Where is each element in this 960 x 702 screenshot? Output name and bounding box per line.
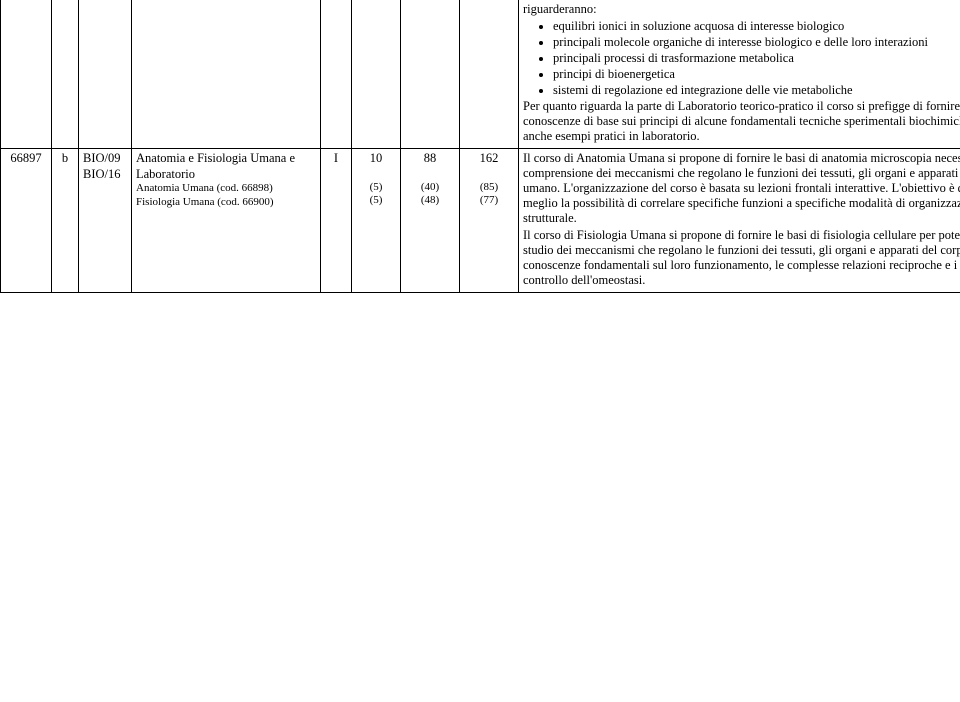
desc-paragraph: Il corso di Anatomia Umana si propone di…	[523, 151, 960, 226]
cfu-main: 10	[356, 151, 396, 167]
cell-code	[1, 0, 52, 149]
cell-type	[52, 0, 79, 149]
hours-sub: (85)	[464, 181, 514, 195]
cfu-sub: (5)	[356, 181, 396, 195]
bullet-item: equilibri ionici in soluzione acquosa di…	[553, 19, 960, 35]
hours-main: 162	[464, 151, 514, 167]
cell-title	[132, 0, 321, 149]
bullet-item: sistemi di regolazione ed integrazione d…	[553, 83, 960, 99]
desc-paragraph: Il corso di Fisiologia Umana si propone …	[523, 228, 960, 288]
bullet-item: principi di bioenergetica	[553, 67, 960, 83]
course-title-main: Anatomia e Fisiologia Umana e Laboratori…	[136, 151, 316, 182]
cell-code: 66897	[1, 149, 52, 293]
cell-year	[321, 0, 352, 149]
hours-main: 88	[405, 151, 455, 167]
sector-line: BIO/16	[83, 167, 127, 183]
cell-hours2: 162 (85) (77)	[460, 149, 519, 293]
bullet-item: principali processi di trasformazione me…	[553, 51, 960, 67]
sector-line: BIO/09	[83, 151, 127, 167]
cell-title: Anatomia e Fisiologia Umana e Laboratori…	[132, 149, 321, 293]
cell-cfu	[352, 0, 401, 149]
course-table: riguarderanno: equilibri ionici in soluz…	[0, 0, 960, 293]
cell-sector: BIO/09 BIO/16	[79, 149, 132, 293]
course-title-sub: Anatomia Umana (cod. 66898)	[136, 182, 316, 196]
desc-lead: riguarderanno:	[523, 2, 960, 17]
cell-hours1: 88 (40) (48)	[401, 149, 460, 293]
cell-description: Il corso di Anatomia Umana si propone di…	[519, 149, 960, 293]
hours-sub: (77)	[464, 194, 514, 208]
cell-description: riguarderanno: equilibri ionici in soluz…	[519, 0, 960, 149]
table-row: 66897 b BIO/09 BIO/16 Anatomia e Fisiolo…	[1, 149, 960, 293]
table-row: riguarderanno: equilibri ionici in soluz…	[1, 0, 960, 149]
hours-sub: (40)	[405, 181, 455, 195]
course-title-sub: Fisiologia Umana (cod. 66900)	[136, 196, 316, 210]
bullet-item: principali molecole organiche di interes…	[553, 35, 960, 51]
desc-after: Per quanto riguarda la parte di Laborato…	[523, 99, 960, 144]
desc-bullet-list: equilibri ionici in soluzione acquosa di…	[553, 19, 960, 99]
cell-year: I	[321, 149, 352, 293]
cell-type: b	[52, 149, 79, 293]
cell-sector	[79, 0, 132, 149]
cell-cfu: 10 (5) (5)	[352, 149, 401, 293]
cfu-sub: (5)	[356, 194, 396, 208]
cell-hours2	[460, 0, 519, 149]
cell-hours1	[401, 0, 460, 149]
hours-sub: (48)	[405, 194, 455, 208]
